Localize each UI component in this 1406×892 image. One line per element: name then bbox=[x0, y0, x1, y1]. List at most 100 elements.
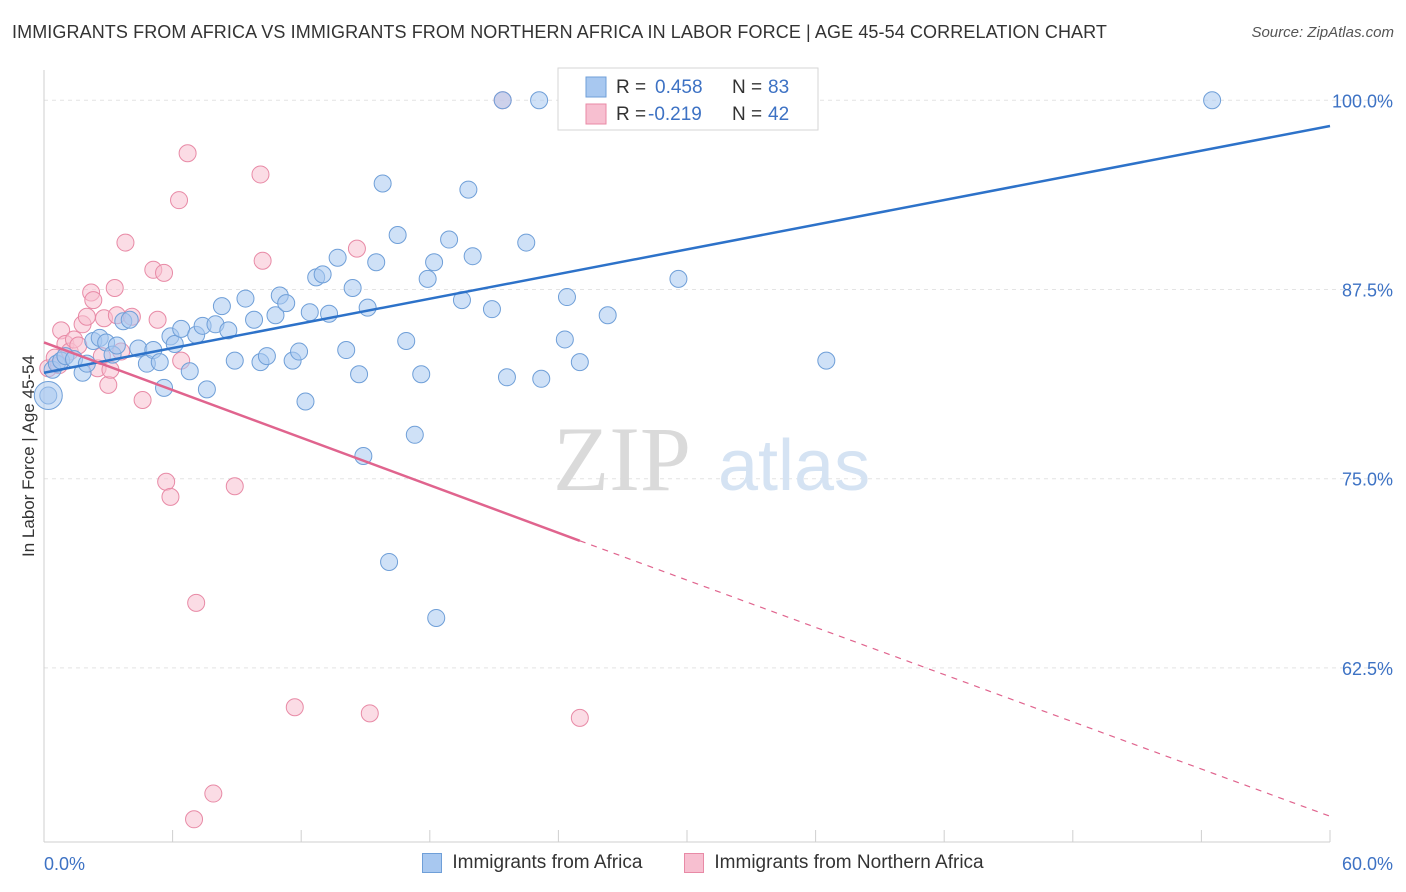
data-point-northern-africa bbox=[253, 251, 272, 270]
data-point-northern-africa bbox=[148, 310, 167, 329]
data-point-africa bbox=[236, 289, 255, 308]
data-point-africa bbox=[328, 248, 347, 267]
legend-entry-northern-africa[interactable]: Immigrants from Northern Africa bbox=[684, 852, 984, 874]
data-point-africa bbox=[388, 225, 407, 244]
stats-r-label-northern-africa: R = bbox=[616, 104, 646, 125]
data-point-africa bbox=[459, 180, 478, 199]
data-point-africa bbox=[300, 303, 319, 322]
stats-r-label-africa: R = bbox=[616, 77, 646, 98]
data-point-northern-africa bbox=[170, 191, 189, 210]
data-point-africa bbox=[497, 368, 516, 387]
data-point-northern-africa bbox=[185, 810, 204, 829]
data-point-africa bbox=[530, 91, 549, 110]
data-point-africa bbox=[225, 351, 244, 370]
legend-entry-africa[interactable]: Immigrants from Africa bbox=[422, 852, 642, 874]
trend-line-northern-africa-extrapolated bbox=[579, 540, 1331, 817]
data-point-africa bbox=[367, 253, 386, 272]
stats-swatch-northern-africa bbox=[585, 103, 607, 125]
data-point-northern-africa bbox=[84, 291, 103, 310]
data-point-africa bbox=[350, 365, 369, 384]
data-point-northern-africa bbox=[105, 278, 124, 297]
data-point-africa bbox=[290, 342, 309, 361]
stats-n-value-africa: 83 bbox=[768, 77, 789, 98]
data-point-africa bbox=[427, 608, 446, 627]
data-point-africa bbox=[532, 369, 551, 388]
trend-line-northern-africa bbox=[43, 341, 581, 542]
data-point-africa bbox=[440, 230, 459, 249]
data-point-africa bbox=[418, 269, 437, 288]
data-point-africa bbox=[380, 552, 399, 571]
stats-n-value-northern-africa: 42 bbox=[768, 104, 789, 125]
x-tick-label-min: 0.0% bbox=[44, 854, 85, 874]
watermark-zip: ZIP bbox=[553, 408, 691, 510]
data-point-africa bbox=[120, 310, 139, 329]
series-africa-points bbox=[33, 91, 1222, 627]
watermark: ZIP atlas bbox=[553, 408, 870, 510]
data-point-africa bbox=[343, 278, 362, 297]
data-point-africa bbox=[257, 347, 276, 366]
stats-n-label-northern-africa: N = bbox=[732, 104, 762, 125]
x-axis-ticks bbox=[43, 830, 1331, 842]
data-point-northern-africa bbox=[116, 233, 135, 252]
data-point-africa bbox=[373, 174, 392, 193]
source-credit: Source: ZipAtlas.com bbox=[1251, 24, 1394, 41]
data-point-africa bbox=[266, 306, 285, 325]
y-tick-label: 75.0% bbox=[1342, 470, 1393, 490]
data-point-africa bbox=[296, 392, 315, 411]
data-point-africa bbox=[172, 319, 191, 338]
data-point-northern-africa bbox=[133, 390, 152, 409]
x-tick-label-max: 60.0% bbox=[1342, 854, 1393, 874]
data-point-africa bbox=[425, 253, 444, 272]
data-point-africa bbox=[337, 341, 356, 360]
data-point-africa bbox=[150, 353, 169, 372]
data-point-northern-africa bbox=[178, 144, 197, 163]
data-point-africa bbox=[557, 288, 576, 307]
y-tick-label: 100.0% bbox=[1332, 91, 1393, 111]
data-point-africa bbox=[669, 269, 688, 288]
data-point-northern-africa bbox=[161, 487, 180, 506]
legend-swatch-africa bbox=[422, 853, 443, 873]
watermark-atlas: atlas bbox=[718, 426, 870, 506]
data-point-northern-africa bbox=[155, 263, 174, 282]
data-point-africa bbox=[482, 300, 501, 319]
trend-lines bbox=[43, 124, 1331, 817]
data-point-northern-africa bbox=[285, 698, 304, 717]
data-point-northern-africa bbox=[251, 165, 270, 184]
stats-legend: R = 0.458 N = 83 R = -0.219 N = 42 bbox=[557, 67, 819, 131]
data-point-northern-africa bbox=[204, 784, 223, 803]
y-axis-title: In Labor Force | Age 45-54 bbox=[19, 355, 38, 557]
data-point-northern-africa bbox=[187, 593, 206, 612]
data-point-northern-africa bbox=[347, 239, 366, 258]
data-point-northern-africa bbox=[157, 472, 176, 491]
data-point-africa-cluster bbox=[33, 380, 63, 410]
data-point-africa bbox=[517, 233, 536, 252]
data-point-northern-africa bbox=[77, 307, 96, 326]
y-tick-labels: 62.5% 75.0% 87.5% 100.0% bbox=[1332, 91, 1393, 679]
stats-r-value-northern-africa: -0.219 bbox=[648, 104, 702, 125]
trend-line-africa bbox=[43, 124, 1331, 374]
data-point-northern-africa bbox=[99, 375, 118, 394]
data-point-africa bbox=[555, 330, 574, 349]
data-point-africa bbox=[570, 353, 589, 372]
data-point-northern-africa bbox=[570, 708, 589, 727]
data-point-africa bbox=[598, 306, 617, 325]
data-point-africa bbox=[219, 321, 238, 340]
data-point-northern-africa bbox=[225, 477, 244, 496]
y-tick-label: 62.5% bbox=[1342, 659, 1393, 679]
legend-swatch-northern-africa bbox=[684, 853, 705, 873]
stats-n-label-africa: N = bbox=[732, 77, 762, 98]
data-point-africa bbox=[212, 297, 231, 316]
data-point-africa bbox=[313, 265, 332, 284]
chart-title: IMMIGRANTS FROM AFRICA VS IMMIGRANTS FRO… bbox=[12, 22, 1108, 42]
data-point-africa bbox=[197, 380, 216, 399]
grid-lines bbox=[44, 99, 1395, 669]
series-legend: Immigrants from Africa Immigrants from N… bbox=[0, 852, 1406, 874]
data-point-africa bbox=[358, 298, 377, 317]
data-point-africa bbox=[1203, 91, 1222, 110]
series-northern-africa-points bbox=[39, 91, 589, 829]
data-point-northern-africa bbox=[360, 704, 379, 723]
data-point-africa bbox=[493, 91, 512, 110]
data-point-africa bbox=[180, 362, 199, 381]
data-point-africa bbox=[412, 365, 431, 384]
